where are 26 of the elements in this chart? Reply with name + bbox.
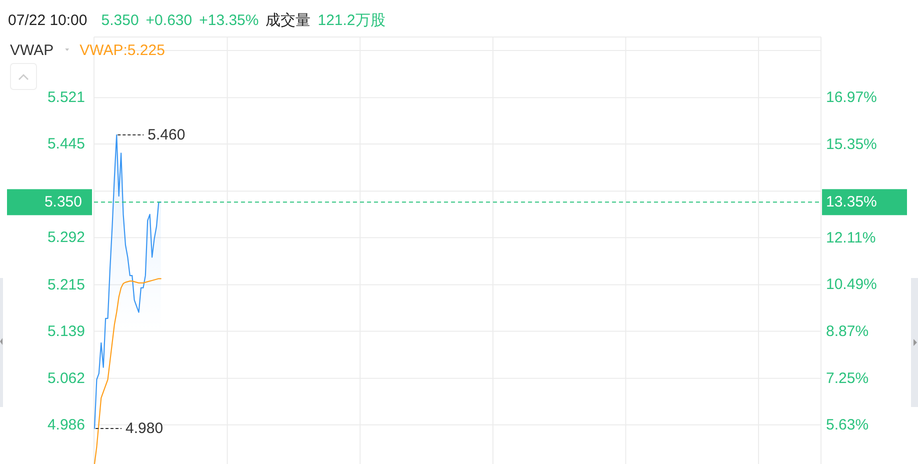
- y-tick-label: 5.215: [47, 276, 85, 294]
- y2-tick-label: 12.11%: [826, 229, 876, 246]
- y-tick-label: 5.292: [47, 229, 85, 246]
- y-tick-label: 5.445: [47, 136, 85, 153]
- annotation: +0.630: [146, 12, 192, 29]
- y-tick-label: 5.062: [47, 370, 85, 387]
- title: 07/22 10:00: [8, 12, 88, 29]
- legend-entry: VWAP:5.225: [80, 42, 165, 59]
- ref-line-label: 5.350: [44, 194, 82, 211]
- annotation: 成交量: [266, 12, 311, 29]
- y-tick-label: 5.139: [47, 322, 85, 340]
- y2-tick-label: 8.87%: [826, 322, 869, 340]
- annotation: +13.35%: [199, 12, 259, 29]
- y2-tick-label: 7.25%: [826, 370, 869, 387]
- y-tick-label: 5.521: [47, 89, 85, 106]
- y2-tick-label: 5.63%: [826, 416, 869, 434]
- y-tick-label: 4.986: [47, 416, 85, 434]
- y2-tick-label: 16.97%: [826, 89, 877, 106]
- annotation: 4.980: [126, 420, 164, 438]
- y2-tick-label: 10.49%: [826, 276, 877, 294]
- y2-tick-label: 15.35%: [826, 136, 877, 153]
- y2-tick-label: 13.35%: [826, 194, 877, 211]
- annotation: 5.350: [101, 12, 139, 29]
- legend-title: VWAP: [10, 42, 54, 59]
- annotation: 121.2万股: [318, 12, 386, 29]
- annotation: 5.460: [148, 126, 186, 144]
